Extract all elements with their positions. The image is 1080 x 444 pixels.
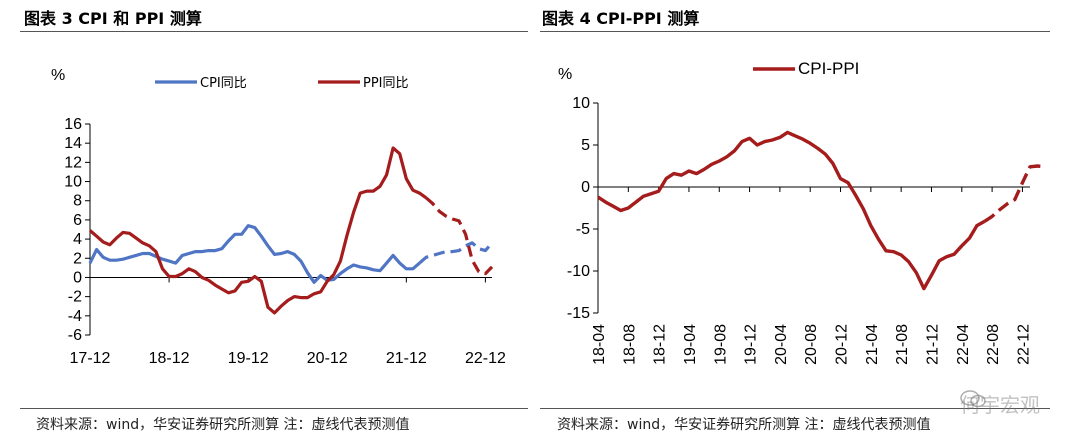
y-tick-label: 2 (73, 250, 82, 267)
x-tick-label: 22-12 (1015, 324, 1032, 365)
title-rule (540, 31, 1050, 32)
source-rule (20, 408, 528, 409)
x-tick-label: 20-12 (834, 324, 851, 365)
cpi-ppi-chart: -6 -4 -2 0 2 4 6 8 10 12 14 16 17-12 18-12 19-12 20-12 2… (51, 67, 506, 367)
series-line-forecast (418, 241, 494, 265)
legend-label: CPI同比 (200, 76, 247, 91)
y-tick-label: 6 (73, 212, 82, 229)
figure-cpi-minus-ppi: 图表 4 CPI-PPI 测算 -15 -10 -5 0 5 10 18-04 18-08 18… (535, 0, 1080, 444)
y-tick-label: -10 (567, 263, 590, 280)
legend-label: PPI同比 (363, 76, 409, 91)
cpi-minus-ppi-chart: -15 -10 -5 0 5 10 18-04 18-08 18-12 19-04 19-08 19-… (558, 59, 1046, 365)
x-tick-label: 17-12 (70, 350, 111, 367)
x-tick-label: 22-12 (465, 350, 506, 367)
title-rule (20, 31, 528, 32)
y-tick-label: 16 (64, 116, 82, 133)
y-unit-label: % (558, 66, 572, 83)
x-tick-label: 21-12 (924, 324, 941, 365)
wechat-icon (960, 390, 986, 408)
figure-title: 图表 3 CPI 和 PPI 测算 (24, 9, 202, 28)
y-tick-label: 4 (73, 231, 82, 248)
y-unit-label: % (51, 67, 65, 84)
x-tick-label: 18-12 (652, 324, 669, 365)
x-tick-label: 22-04 (955, 324, 972, 365)
x-tick-label: 20-08 (803, 324, 820, 365)
source-note: 资料来源：wind，华安证券研究所测算 注：虚线代表预测值 (557, 417, 931, 433)
x-tick-label: 20-12 (307, 350, 348, 367)
y-tick-label: 10 (572, 95, 590, 112)
y-tick-label: -6 (68, 327, 82, 344)
x-tick-label: 18-04 (591, 324, 608, 365)
figure-title: 图表 4 CPI-PPI 测算 (542, 9, 700, 28)
series-line-forecast (983, 164, 1046, 223)
y-tick-label: -2 (68, 289, 82, 306)
y-tick-label: -5 (576, 221, 590, 238)
y-tick-label: 12 (64, 154, 82, 171)
y-tick-label: -15 (567, 305, 590, 322)
x-tick-label: 19-12 (743, 324, 760, 365)
y-tick-label: -4 (68, 308, 82, 325)
x-tick-label: 19-08 (712, 324, 729, 365)
source-note: 资料来源：wind，华安证券研究所测算 注：虚线代表预测值 (36, 417, 410, 433)
legend-label: CPI-PPI (798, 59, 859, 78)
x-tick-label: 20-04 (773, 324, 790, 365)
y-tick-label: 8 (73, 193, 82, 210)
y-tick-label: 10 (64, 174, 82, 191)
x-tick-label: 19-04 (682, 324, 699, 365)
x-tick-label: 22-08 (985, 324, 1002, 365)
watermark: 何宇宏观 (960, 389, 1040, 418)
x-tick-label: 21-08 (894, 324, 911, 365)
y-tick-label: 0 (73, 269, 82, 286)
figure-cpi-ppi: 图表 3 CPI 和 PPI 测算 -6 -4 -2 0 2 4 6 8 10 12 14 16 17-… (0, 0, 530, 444)
x-tick-label: 18-08 (621, 324, 638, 365)
y-tick-label: 5 (581, 137, 590, 154)
x-tick-label: 21-04 (864, 324, 881, 365)
source-rule (540, 408, 1050, 409)
series-line-actual (88, 224, 421, 284)
series-line-forecast (425, 196, 494, 276)
x-tick-label: 19-12 (228, 350, 269, 367)
x-tick-label: 18-12 (149, 350, 190, 367)
y-tick-label: 14 (64, 135, 82, 152)
series-line-actual (88, 146, 428, 315)
y-tick-label: 0 (581, 179, 590, 196)
series-line-actual (597, 130, 986, 291)
x-tick-label: 21-12 (386, 350, 427, 367)
